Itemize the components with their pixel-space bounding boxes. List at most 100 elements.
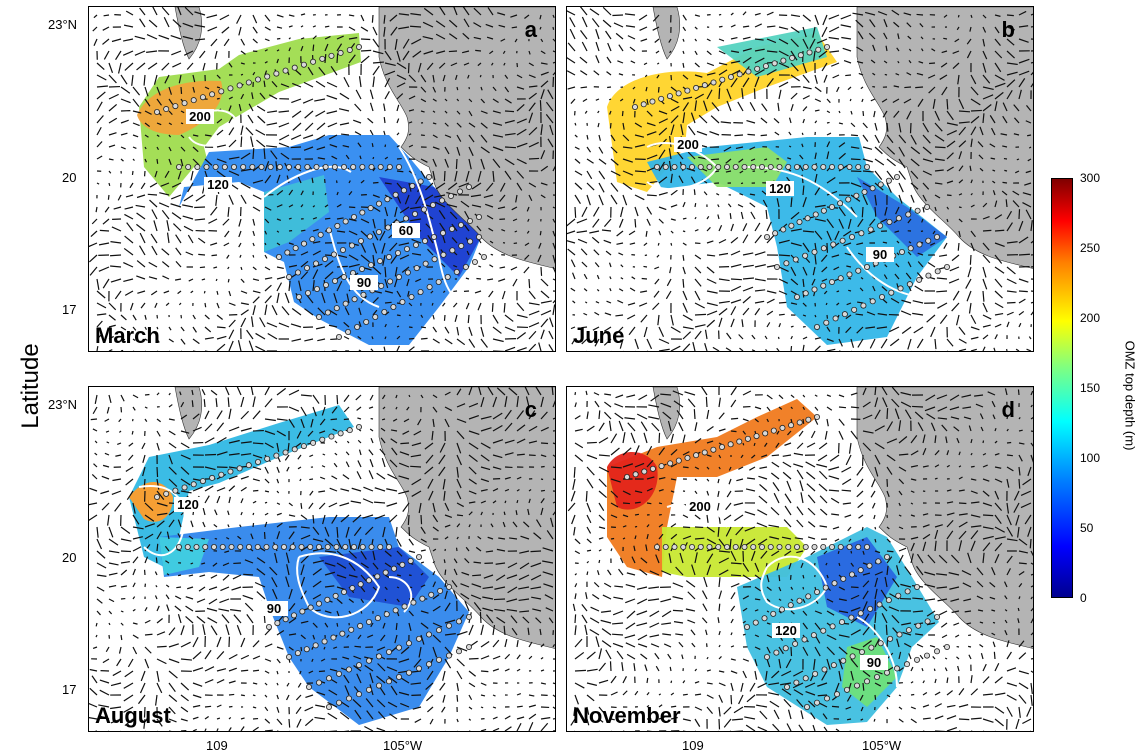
vector-arrow <box>348 574 358 578</box>
vector-arrow <box>144 523 155 528</box>
vector-arrow <box>396 335 401 340</box>
vector-arrow <box>754 634 759 638</box>
vector-arrow <box>192 413 200 420</box>
vector-arrow <box>846 718 852 721</box>
vector-arrow <box>420 526 426 535</box>
vector-arrow <box>638 14 648 21</box>
station-marker <box>440 251 447 258</box>
vector-arrow <box>238 218 242 227</box>
station-marker <box>906 281 913 288</box>
station-marker <box>258 163 265 170</box>
vector-arrow <box>108 335 114 340</box>
vector-arrow <box>754 69 765 76</box>
vector-arrow <box>473 7 482 16</box>
vector-arrow <box>312 538 324 543</box>
station-marker <box>348 242 355 249</box>
vector-arrow <box>898 547 907 552</box>
vector-arrow <box>898 651 902 660</box>
vector-arrow <box>370 622 374 628</box>
vector-arrow <box>386 666 398 672</box>
vector-arrow <box>1006 79 1016 88</box>
vector-arrow <box>1001 190 1008 196</box>
vector-arrow <box>139 232 146 244</box>
vector-arrow <box>1018 670 1029 675</box>
vector-arrow <box>276 230 280 233</box>
vector-arrow <box>326 110 338 115</box>
station-marker <box>458 242 465 249</box>
vector-arrow <box>91 474 98 480</box>
vector-arrow <box>656 62 660 65</box>
vector-arrow <box>946 152 954 160</box>
vector-arrow <box>604 411 612 420</box>
vector-arrow <box>594 311 600 316</box>
vector-arrow <box>474 290 482 294</box>
vector-arrow <box>634 501 641 504</box>
vector-arrow <box>814 98 821 103</box>
station-marker <box>861 188 868 195</box>
vector-arrow <box>528 498 531 504</box>
vector-arrow <box>989 143 996 148</box>
vector-arrow <box>970 109 982 112</box>
vector-arrow <box>336 43 343 52</box>
vector-arrow <box>754 38 764 41</box>
vector-arrow <box>1004 169 1008 172</box>
vector-arrow <box>896 565 900 576</box>
vector-arrow <box>898 514 902 517</box>
vector-arrow <box>216 290 219 295</box>
vector-arrow <box>612 610 624 616</box>
vector-arrow <box>321 292 326 304</box>
vector-arrow <box>634 218 637 228</box>
vector-arrow <box>304 718 314 727</box>
vector-arrow <box>357 439 362 444</box>
vector-arrow <box>369 89 374 100</box>
vector-arrow <box>210 38 218 47</box>
vector-arrow <box>614 403 624 408</box>
station-marker <box>758 163 765 170</box>
vector-arrow <box>376 675 386 684</box>
vector-arrow <box>492 98 499 104</box>
station-marker <box>475 233 482 240</box>
station-marker <box>339 630 346 637</box>
vector-arrow <box>850 670 854 681</box>
vector-arrow <box>132 568 136 576</box>
vector-arrow <box>288 217 292 220</box>
vector-arrow <box>98 266 110 272</box>
vector-arrow <box>410 206 422 210</box>
vector-arrow <box>958 718 970 721</box>
vector-arrow <box>96 302 107 309</box>
vector-arrow <box>492 134 504 138</box>
vector-arrow <box>297 682 302 688</box>
vector-arrow <box>552 718 555 720</box>
vector-arrow <box>90 418 98 421</box>
vector-arrow <box>915 633 924 636</box>
vector-arrow <box>961 394 972 398</box>
vector-arrow <box>383 346 386 351</box>
vector-arrow <box>486 214 494 220</box>
vector-arrow <box>836 290 840 293</box>
vector-arrow <box>788 145 792 148</box>
vector-arrow <box>685 608 696 612</box>
vector-arrow <box>1006 514 1012 526</box>
station-marker <box>407 557 414 564</box>
vector-arrow <box>324 622 329 628</box>
vector-arrow <box>177 574 182 577</box>
vector-arrow <box>874 194 877 206</box>
vector-arrow <box>287 442 290 452</box>
vector-arrow <box>543 583 554 588</box>
vector-arrow <box>838 646 848 655</box>
vector-arrow <box>528 290 536 300</box>
vector-arrow <box>610 478 621 483</box>
vector-arrow <box>982 514 994 517</box>
vector-arrow <box>730 250 741 256</box>
vector-arrow <box>799 154 804 160</box>
vector-arrow <box>586 134 589 140</box>
vector-arrow <box>398 462 410 468</box>
vector-arrow <box>706 266 715 274</box>
vector-arrow <box>360 179 365 184</box>
vector-arrow <box>132 146 137 150</box>
vector-arrow <box>139 245 146 256</box>
vector-arrow <box>877 11 888 16</box>
vector-arrow <box>489 50 494 55</box>
vector-arrow <box>802 278 805 288</box>
